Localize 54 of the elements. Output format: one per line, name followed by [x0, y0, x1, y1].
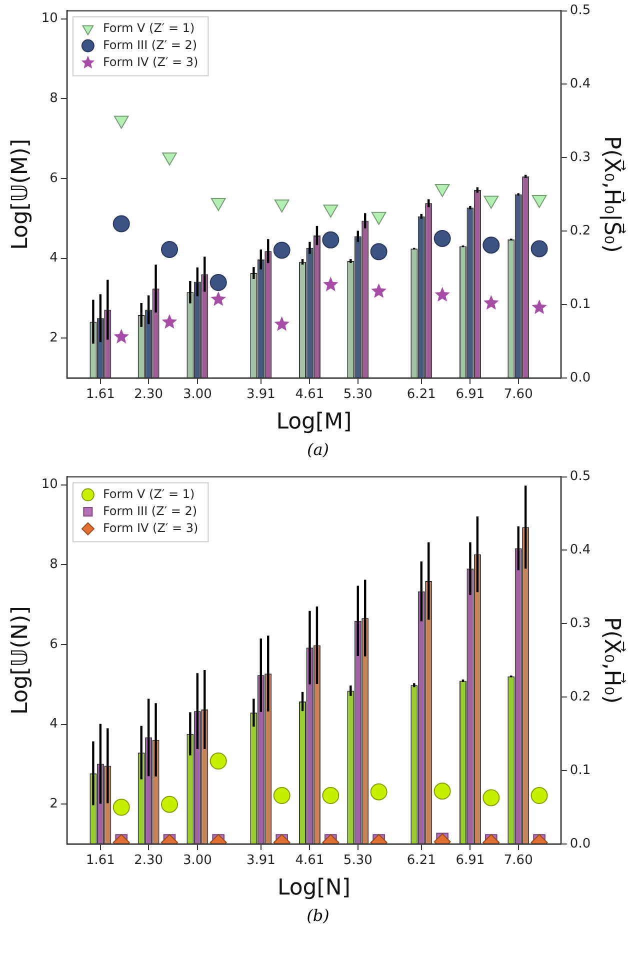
text: (a)	[306, 440, 330, 461]
x-tick-label: 3.00	[182, 387, 212, 402]
x-axis-title: Log[N]	[277, 876, 350, 901]
y-tick-label: 4	[50, 250, 58, 266]
y2-tick-label: 0.0	[570, 370, 591, 386]
x-tick-label: 6.91	[456, 853, 485, 868]
y2-tick-label: 0.3	[570, 150, 591, 166]
legend-label: Form III (Z′ = 2)	[102, 504, 198, 518]
legend-label: Form IV (Z′ = 3)	[102, 54, 198, 69]
y-tick-label: 6	[50, 170, 58, 186]
y-tick-label: 8	[50, 556, 58, 572]
x-tick-label: 6.21	[406, 853, 436, 868]
x-tick-label: 4.61	[295, 387, 324, 402]
legend-label: Form V (Z′ = 1)	[102, 486, 195, 501]
x-tick-label: 7.60	[504, 387, 533, 402]
y2-tick-label: 0.1	[570, 296, 591, 312]
y-tick-label: 10	[41, 477, 58, 492]
y2-tick-label: 0.0	[570, 836, 591, 852]
y2-axis-title: P(X⃗₀,H⃗₀)	[599, 617, 626, 704]
x-tick-label: 4.61	[295, 853, 324, 868]
y2-tick-label: 0.5	[570, 3, 591, 18]
y-tick-label: 10	[41, 11, 58, 26]
y-tick-label: 8	[50, 90, 58, 106]
y2-tick-label: 0.3	[570, 616, 591, 632]
y2-tick-label: 0.5	[570, 469, 591, 484]
legend-label: Form V (Z′ = 1)	[102, 20, 195, 35]
y-tick-label: 2	[50, 796, 58, 812]
y2-axis-title: P(X⃗₀,H⃗₀|S⃗₀)	[599, 136, 626, 253]
y-axis-title: Log[𝕌(M)]	[8, 138, 33, 250]
y-tick-label: 2	[50, 330, 58, 346]
text: (b)	[306, 906, 330, 927]
x-tick-label: 7.60	[504, 853, 533, 868]
x-tick-label: 3.00	[182, 853, 212, 868]
y2-tick-label: 0.1	[570, 762, 591, 778]
x-tick-label: 6.91	[456, 387, 485, 402]
x-tick-label: 1.61	[86, 387, 115, 402]
y-tick-label: 6	[50, 636, 58, 652]
y-tick-label: 4	[50, 716, 58, 732]
legend-label: Form IV (Z′ = 3)	[102, 520, 198, 535]
x-tick-label: 5.30	[343, 387, 372, 402]
x-tick-label: 3.91	[246, 853, 276, 868]
x-tick-label: 2.30	[134, 853, 164, 868]
x-tick-label: 6.21	[406, 387, 436, 402]
legend-label: Form III (Z′ = 2)	[102, 38, 198, 52]
y-axis-title: Log[𝕌(N)]	[8, 606, 33, 715]
y2-tick-label: 0.4	[570, 542, 591, 558]
y2-tick-label: 0.2	[570, 223, 591, 238]
x-tick-label: 1.61	[86, 853, 115, 868]
x-tick-label: 2.30	[134, 387, 164, 402]
y2-tick-label: 0.2	[570, 689, 591, 704]
x-axis-title: Log[M]	[276, 410, 352, 435]
x-tick-label: 5.30	[343, 853, 372, 868]
x-tick-label: 3.91	[246, 387, 276, 402]
y2-tick-label: 0.4	[570, 76, 591, 92]
